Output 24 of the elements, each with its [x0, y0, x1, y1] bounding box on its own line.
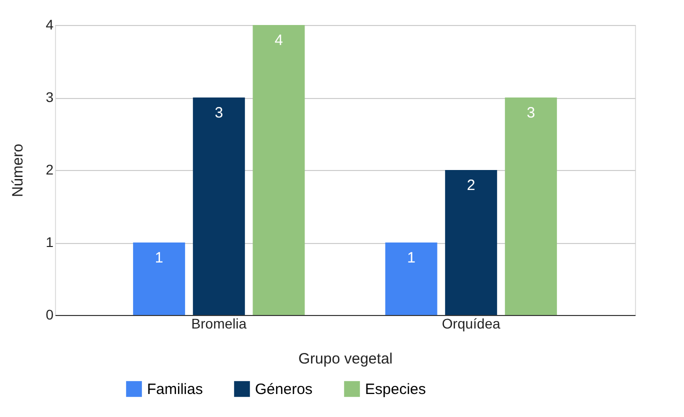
legend-label: Familias: [147, 381, 203, 398]
x-tick-label: Bromelia: [191, 316, 247, 332]
bar: [252, 25, 305, 315]
bar: [385, 242, 438, 315]
legend-label: Géneros: [255, 381, 313, 398]
y-axis-title: Número: [10, 144, 27, 198]
data-label: 4: [274, 32, 283, 49]
bar: [445, 170, 498, 315]
data-label: 2: [466, 177, 476, 194]
data-label: 3: [526, 104, 536, 122]
legend-label: Especies: [365, 381, 426, 398]
y-tick-label: 0: [46, 306, 54, 322]
y-tick-label: 2: [46, 162, 54, 178]
bar: [504, 98, 557, 315]
x-axis-title: Grupo vegetal: [298, 350, 393, 368]
bar: [192, 98, 245, 315]
y-tick-label: 4: [46, 16, 54, 32]
y-tick-label: 1: [46, 234, 54, 250]
bar: [133, 242, 186, 315]
x-tick-label: Orquídea: [442, 316, 500, 332]
data-label: 1: [407, 250, 416, 266]
data-label: 1: [154, 250, 164, 266]
data-label: 3: [214, 104, 224, 122]
y-tick-label: 3: [46, 89, 54, 105]
